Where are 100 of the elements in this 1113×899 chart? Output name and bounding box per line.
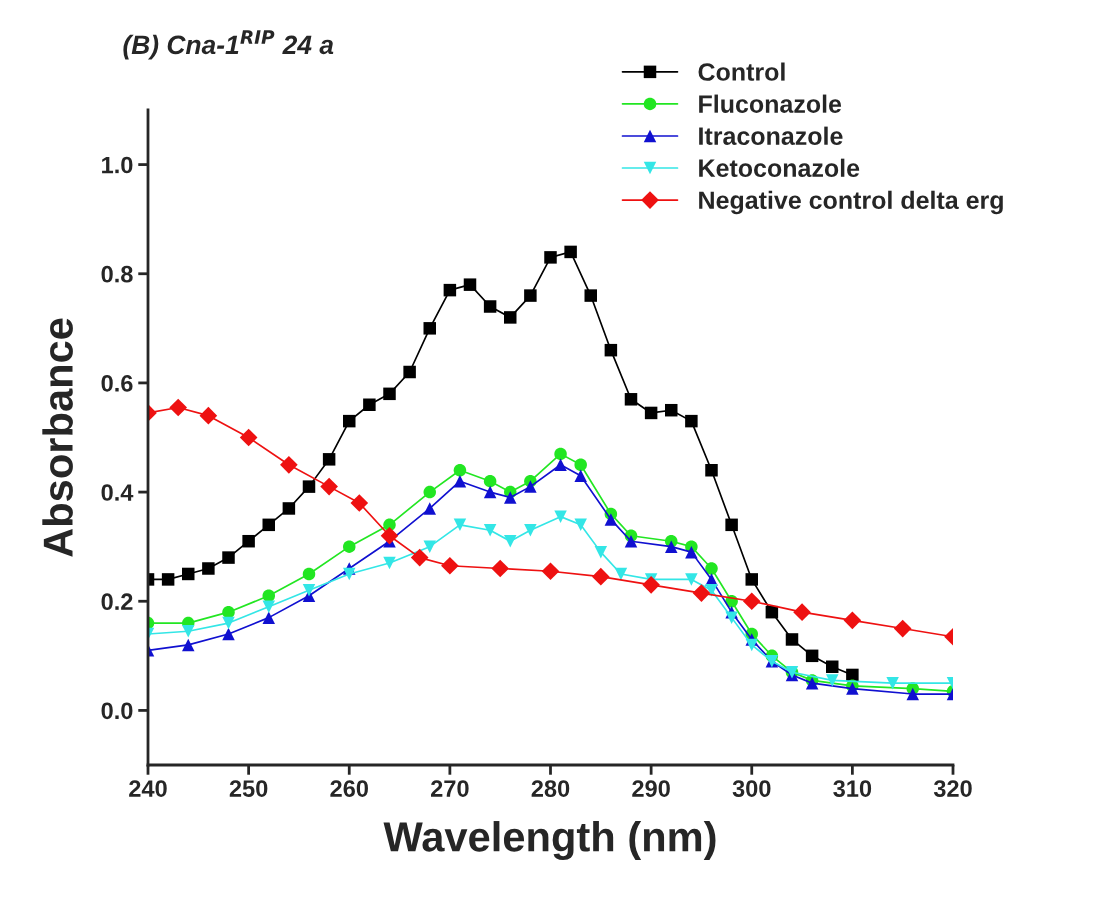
point [793,603,811,622]
point [383,387,396,401]
legend-label: Fluconazole [699,94,842,113]
point [483,524,497,537]
point [805,649,819,663]
point [564,245,577,259]
point [665,403,678,417]
point [483,485,497,499]
point [182,638,195,652]
point [441,556,459,575]
point [692,584,711,602]
point [685,545,698,559]
point [504,311,517,324]
point [742,592,761,611]
point [222,616,235,630]
point [665,540,678,553]
point [604,343,618,357]
point [624,393,638,406]
point [282,502,296,515]
point [443,283,457,297]
point [423,502,436,515]
y-tick-label: 0.4 [101,484,134,501]
point [222,551,235,564]
point [222,605,235,619]
legend-label: Negative control delta erg [699,190,1003,215]
point [182,567,195,581]
x-tick-label: 300 [732,780,771,797]
point [584,289,597,302]
point [199,406,218,425]
point [423,540,436,553]
x-tick-label: 250 [229,780,268,797]
point [302,567,316,581]
x-tick-label: 320 [933,780,972,797]
point [624,534,638,548]
point [574,469,587,482]
point [302,480,316,493]
point [544,251,557,264]
point [614,567,628,581]
point [262,611,275,624]
point [453,518,467,532]
point [745,638,758,652]
point [350,494,369,512]
point [322,453,336,466]
y-tick-label: 0.6 [101,374,133,392]
point [161,573,175,586]
point [554,458,567,472]
point [343,414,356,428]
y-tick-label: 1.0 [102,156,133,174]
point [906,687,919,701]
point [725,611,738,624]
point [644,406,658,420]
point [463,278,477,291]
y-axis-title: Absorbance [42,318,73,557]
point [886,676,899,690]
point [423,485,436,499]
point [242,534,255,548]
x-tick-label: 270 [431,780,469,797]
point [280,455,298,474]
x-tick-label: 290 [632,780,670,797]
point [826,660,839,673]
point [491,559,510,578]
point [705,464,718,477]
legend-label: Ketoconazole [699,158,860,178]
point [591,567,610,586]
chart-title: (B) Cna-1$^{RIP}$ 24 a [123,30,334,60]
point [343,567,356,581]
x-axis-title: Wavelength (nm) [383,821,716,861]
point [383,556,396,570]
point [262,518,275,532]
point [202,562,215,575]
point [169,398,188,417]
point [239,428,258,447]
point [524,480,537,493]
point [363,398,376,411]
point [685,573,698,586]
point [554,447,567,461]
x-tick-label: 280 [531,780,570,797]
point [685,414,698,428]
point [483,474,497,488]
point [846,668,859,682]
point [453,474,467,488]
x-tick-label: 310 [833,780,872,797]
point [380,526,399,545]
point [320,477,338,496]
point [604,513,618,526]
point [524,524,537,537]
point [453,464,467,477]
point [785,633,799,646]
point [541,562,560,581]
point [594,545,608,559]
point [524,289,537,302]
point [343,540,356,553]
point [843,611,862,630]
y-tick-label: 0.8 [101,265,133,283]
point [826,674,839,687]
point [504,534,517,548]
y-tick-label: 0.0 [101,702,133,720]
point [893,619,912,638]
legend-label: Control [698,62,785,81]
point [403,365,416,379]
